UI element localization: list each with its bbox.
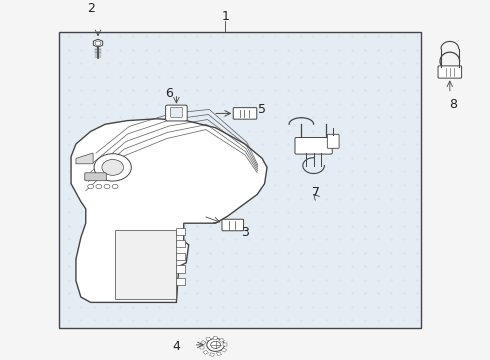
Bar: [176, 265, 185, 273]
Circle shape: [88, 184, 94, 189]
Text: 7: 7: [312, 186, 320, 199]
FancyBboxPatch shape: [233, 108, 257, 119]
Bar: [176, 228, 185, 235]
Bar: [217, 352, 221, 356]
FancyBboxPatch shape: [85, 173, 106, 181]
FancyBboxPatch shape: [222, 219, 244, 231]
Text: 5: 5: [258, 103, 266, 116]
FancyBboxPatch shape: [327, 134, 339, 148]
Text: 2: 2: [87, 3, 95, 15]
Bar: [219, 338, 224, 342]
Polygon shape: [71, 119, 267, 302]
Bar: [59, 32, 421, 328]
Text: 1: 1: [221, 10, 229, 23]
Circle shape: [95, 41, 101, 45]
Bar: [210, 353, 215, 356]
Circle shape: [207, 338, 224, 351]
Polygon shape: [93, 39, 103, 47]
Bar: [176, 240, 185, 247]
Circle shape: [102, 159, 123, 175]
Polygon shape: [76, 153, 93, 164]
FancyBboxPatch shape: [295, 138, 332, 154]
FancyBboxPatch shape: [171, 107, 182, 117]
Bar: [221, 348, 227, 352]
Bar: [200, 346, 204, 349]
Bar: [213, 336, 218, 340]
Bar: [176, 253, 185, 260]
Circle shape: [112, 184, 118, 189]
Text: 3: 3: [241, 226, 249, 239]
Bar: [203, 350, 208, 354]
Bar: [200, 341, 206, 345]
Bar: [223, 343, 227, 346]
Text: 4: 4: [172, 340, 180, 353]
Text: 6: 6: [165, 87, 173, 100]
Bar: [206, 337, 211, 341]
FancyBboxPatch shape: [166, 105, 187, 121]
Circle shape: [96, 184, 102, 189]
Bar: [115, 230, 176, 299]
Circle shape: [94, 154, 131, 181]
Text: 8: 8: [449, 98, 457, 111]
Circle shape: [104, 184, 110, 189]
Circle shape: [211, 341, 220, 348]
FancyBboxPatch shape: [438, 66, 462, 78]
Bar: [176, 278, 185, 285]
